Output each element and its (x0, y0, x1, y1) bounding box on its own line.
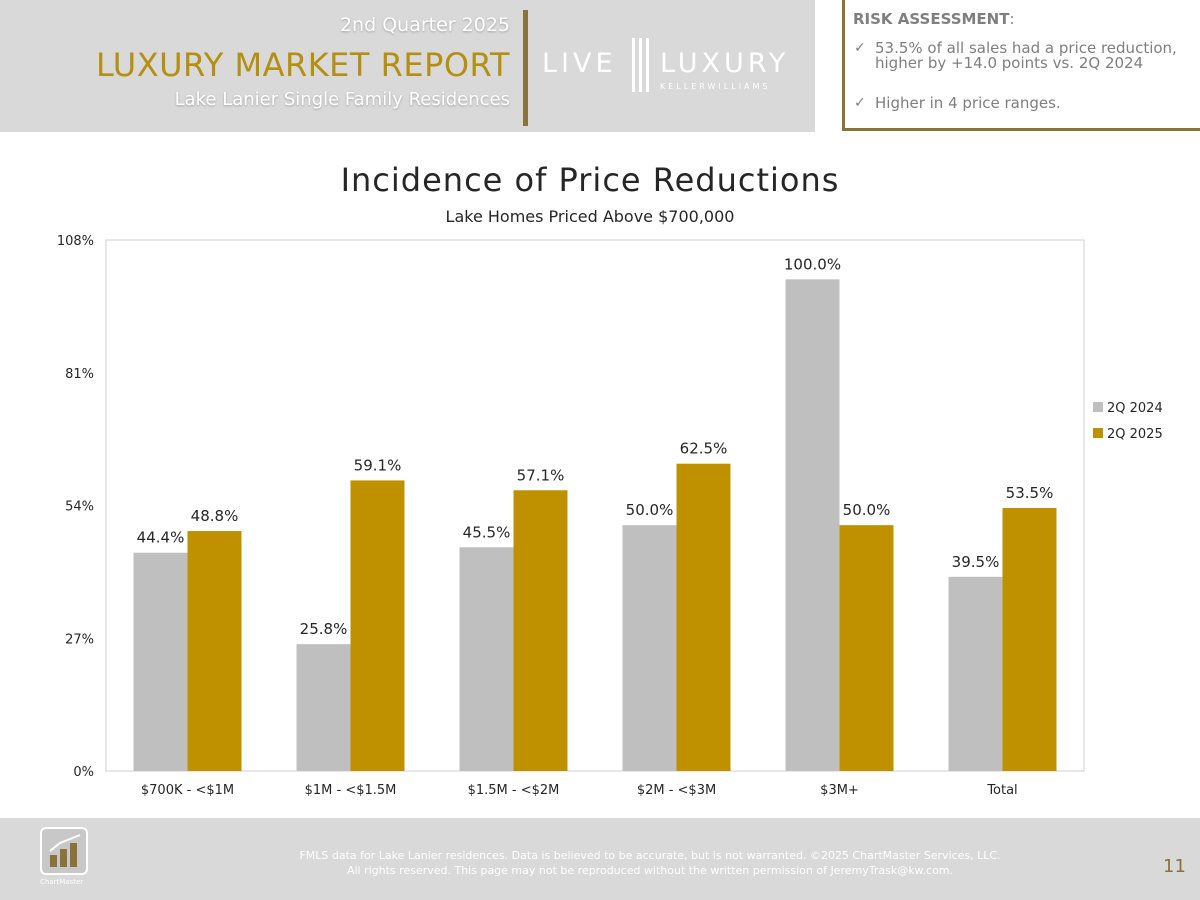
data-label: 100.0% (784, 255, 841, 273)
y-tick-label: 108% (57, 234, 94, 249)
header-divider (523, 10, 528, 126)
disclaimer-line: All rights reserved. This page may not b… (346, 864, 954, 877)
logo-brokerage-text: KELLERWILLIAMS (660, 82, 771, 91)
legend-swatch (1093, 428, 1103, 438)
bar (676, 463, 731, 771)
bar (785, 279, 840, 771)
check-icon: ✓ (854, 95, 866, 111)
risk-assessment-title: RISK ASSESSMENT: (853, 10, 1015, 28)
x-tick-label: $3M+ (820, 783, 859, 798)
bar (350, 480, 405, 771)
chart-title: Incidence of Price Reductions (340, 161, 840, 199)
footer-band (0, 818, 1200, 900)
y-tick-label: 81% (65, 367, 94, 382)
header-band (0, 0, 815, 132)
chart-subtitle: Lake Homes Priced Above $700,000 (445, 207, 735, 226)
data-label: 59.1% (354, 456, 402, 474)
logo-luxury-text: LUXURY (660, 48, 790, 79)
risk-title-colon: : (1009, 10, 1015, 28)
y-tick-label: 27% (65, 632, 94, 647)
y-tick-label: 54% (65, 500, 94, 515)
legend-entry: 2Q 2025 (1107, 427, 1163, 442)
data-label: 48.8% (191, 507, 239, 525)
x-tick-label: $1.5M - <$2M (468, 783, 560, 798)
bar (459, 547, 514, 771)
report-title: LUXURY MARKET REPORT (96, 46, 510, 84)
live-luxury-logo: LIVE LUXURY KELLERWILLIAMS (542, 38, 812, 94)
bar (1002, 507, 1057, 771)
data-label: 25.8% (300, 620, 348, 638)
bar (948, 576, 1003, 771)
plot-area-frame (105, 239, 1085, 772)
legend-entry: 2Q 2024 (1107, 401, 1163, 416)
bar (296, 644, 351, 771)
bar (133, 552, 188, 771)
bar (513, 490, 568, 771)
page-number: 11 (1163, 856, 1186, 877)
legend-swatch (1093, 402, 1103, 412)
footer-logo-text: ChartMaster (40, 878, 84, 886)
data-label: 50.0% (626, 501, 674, 519)
report-subtitle: Lake Lanier Single Family Residences (174, 89, 510, 110)
y-tick-label: 0% (73, 765, 94, 780)
risk-item: Higher in 4 price ranges. (875, 94, 1061, 112)
x-tick-label: Total (986, 783, 1017, 798)
data-label: 53.5% (1006, 484, 1054, 502)
x-tick-label: $700K - <$1M (141, 783, 234, 798)
logo-live-text: LIVE (542, 48, 617, 79)
data-label: 45.5% (463, 523, 511, 541)
logo-bars-icon (630, 38, 652, 92)
data-label: 44.4% (137, 529, 185, 547)
risk-assessment-box: RISK ASSESSMENT: ✓ 53.5% of all sales ha… (842, 0, 1200, 131)
x-tick-label: $2M - <$3M (637, 783, 716, 798)
data-label: 39.5% (952, 553, 1000, 571)
bar (839, 525, 894, 771)
disclaimer-line: FMLS data for Lake Lanier residences. Da… (299, 849, 1001, 862)
data-label: 57.1% (517, 466, 565, 484)
chartmaster-logo-icon (40, 827, 88, 875)
risk-title-text: RISK ASSESSMENT (853, 10, 1010, 28)
data-label: 62.5% (680, 440, 728, 458)
risk-item: 53.5% of all sales had a price reduction… (875, 39, 1177, 72)
report-quarter: 2nd Quarter 2025 (339, 14, 510, 36)
bar (622, 525, 677, 771)
check-icon: ✓ (854, 40, 866, 56)
x-tick-label: $1M - <$1.5M (305, 783, 397, 798)
data-label: 50.0% (843, 501, 891, 519)
bar (187, 531, 242, 771)
price-reduction-chart: 0% 27% 54% 81% 108% 44.4% 48.8% $700K - <$1M 25.… (57, 234, 1163, 798)
footer-disclaimer: FMLS data for Lake Lanier residences. Da… (150, 848, 1150, 878)
